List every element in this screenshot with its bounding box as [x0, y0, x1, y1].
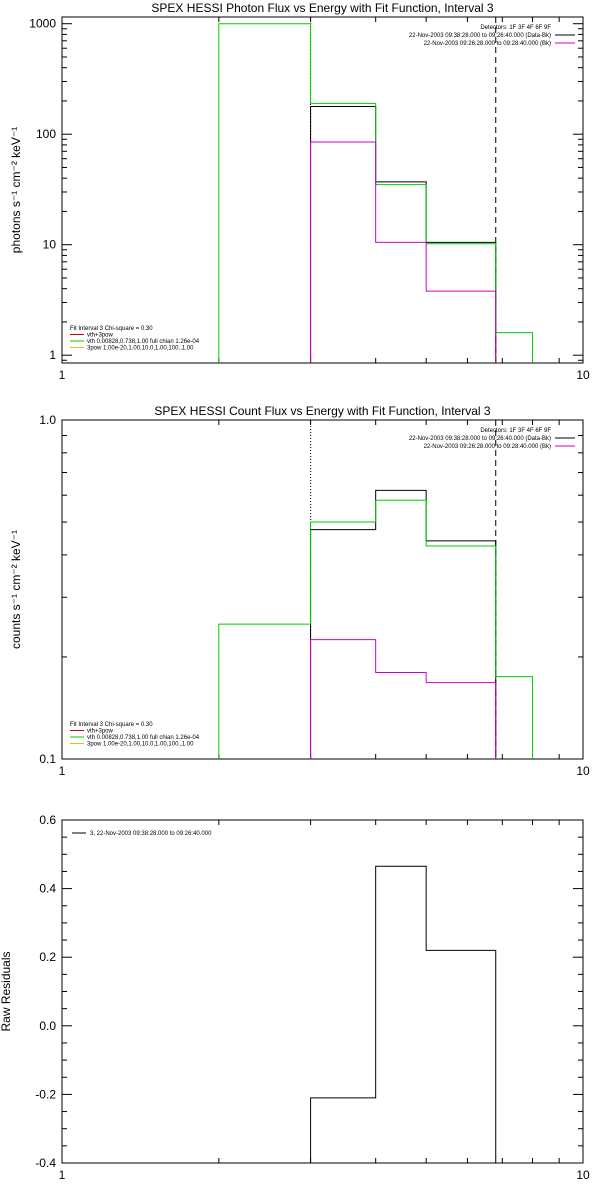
y-ticks: 0.1 1.0 [39, 413, 583, 766]
legend-topright-entry: 22-Nov-2003 09:38:28.000 to 09:26:40.000… [409, 436, 551, 442]
axes-frame [61, 16, 584, 364]
histogram-series-line [218, 23, 534, 363]
series-3 [310, 639, 497, 759]
y-tick-label: 0.4 [39, 882, 56, 896]
legend-bottomleft-entry: 3pow 1.00e-20,1.00,10.0,1.00,100.,1.00 [87, 346, 194, 352]
y-tick-label: 1000 [29, 17, 56, 31]
y-tick-label: -0.2 [35, 1087, 56, 1101]
y-tick-label: 0.1 [39, 752, 56, 766]
y-ticks: 1 10 100 1000 [29, 17, 583, 362]
histogram-series-line [310, 106, 497, 363]
x-tick-label: 10 [576, 368, 590, 382]
y-axis-label: Raw Residuals [0, 951, 13, 1031]
y-ticks: -0.4 -0.2 0.0 0.2 0.4 0.6 [35, 813, 583, 1170]
y-tick-label: 0.2 [39, 950, 56, 964]
x-ticks: 1 10 [59, 820, 590, 1182]
legend-bottomleft-entry: 3pow 1.00e-20,1.00,10.0,1.00,100.,1.00 [87, 742, 194, 748]
y-axis-label: photons s⁻¹ cm⁻² keV⁻¹ [9, 127, 23, 253]
histogram-series-line [310, 141, 497, 363]
x-tick-label: 1 [59, 368, 66, 382]
series-2 [218, 499, 534, 759]
series-2 [218, 23, 534, 363]
series-3 [310, 141, 497, 363]
legend-topright-entry: 22-Nov-2003 09:26:28.000 to 09:28:40.000… [424, 444, 551, 450]
y-tick-label: 10 [43, 238, 57, 252]
y-tick-label: 100 [36, 127, 56, 141]
x-tick-label: 1 [59, 1168, 66, 1182]
legend-bottomleft-entry: Fit Interval 3 Chi-square = 0.30 [70, 722, 153, 728]
histogram-series-line [310, 865, 497, 1163]
histogram-series-line [218, 499, 534, 759]
histogram-series-line [310, 639, 497, 759]
series-1 [310, 106, 497, 363]
legend-topleft-entry: 3, 22-Nov-2003 09:38:28.000 to 09:26:40.… [90, 831, 212, 837]
series-1 [310, 865, 497, 1163]
chart-title: SPEX HESSI Count Flux vs Energy with Fit… [154, 404, 490, 418]
panel-2: SPEX HESSI Count Flux vs Energy with Fit… [9, 404, 590, 778]
legend-topright-entry: 22-Nov-2003 09:38:28.000 to 09:26:40.000… [409, 33, 551, 39]
panel-3: 1 10 -0.4 -0.2 0.0 0.2 0.4 0.6 Raw Residuals 3, 2… [0, 813, 590, 1182]
x-ticks: 1 10 [59, 420, 590, 778]
y-tick-label: 0.6 [39, 813, 56, 827]
legend-topright-entry: Detectors: 1F 3F 4F 6F 9F [480, 25, 551, 31]
x-tick-label: 1 [59, 764, 66, 778]
y-tick-label: 1.0 [39, 413, 56, 427]
chart-title: SPEX HESSI Photon Flux vs Energy with Fi… [151, 1, 493, 15]
x-tick-label: 10 [576, 1168, 590, 1182]
histogram-series-line [310, 489, 497, 759]
axes-frame [61, 419, 584, 760]
legend-bottomleft-entry: vth+3pow [87, 729, 114, 735]
legend-bottomleft-entry: vth 0.00828,0.738,1.00 full chian 1.26e-… [87, 735, 200, 741]
legend-bottomleft-entry: vth+3pow [87, 333, 114, 339]
legend-bottomleft-entry: vth 0.00828,0.738,1.00 full chian 1.26e-… [87, 339, 200, 345]
y-axis-label: counts s⁻¹ cm⁻² keV⁻¹ [9, 530, 23, 649]
x-tick-label: 10 [576, 764, 590, 778]
legend-bottomleft-entry: Fit Interval 3 Chi-square = 0.30 [70, 326, 153, 332]
legend-topright-entry: 22-Nov-2003 09:26:28.000 to 09:28:40.000… [424, 41, 551, 47]
legend-topright-entry: Detectors: 1F 3F 4F 6F 9F [480, 428, 551, 434]
y-tick-label: 0.0 [39, 1019, 56, 1033]
y-tick-label: -0.4 [35, 1156, 56, 1170]
series-1 [310, 489, 497, 759]
panel-1: SPEX HESSI Photon Flux vs Energy with Fi… [9, 1, 590, 382]
axes-frame [61, 819, 584, 1164]
y-tick-label: 1 [49, 348, 56, 362]
